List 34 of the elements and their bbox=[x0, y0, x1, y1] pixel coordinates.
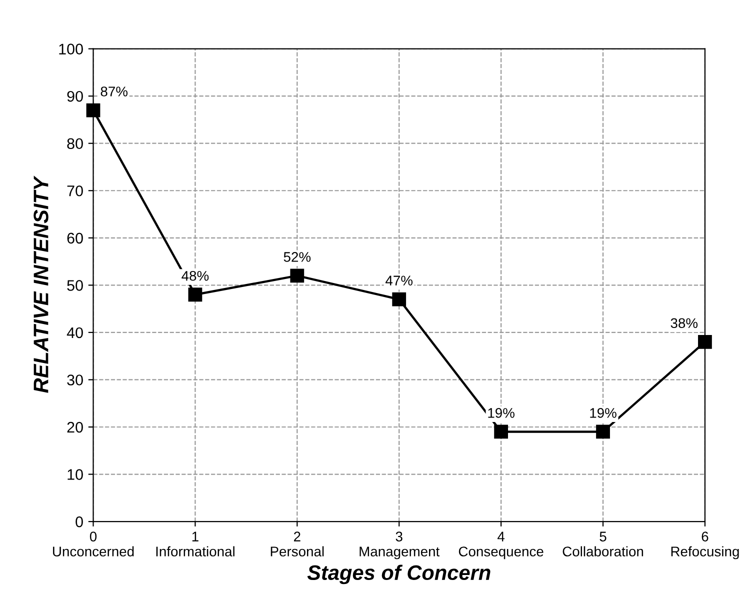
y-axis-title: RELATIVE INTENSITY bbox=[34, 176, 48, 393]
x-tick-label: 1 Informational bbox=[156, 532, 234, 556]
data-label: 87% bbox=[100, 86, 128, 96]
y-tick-label: 0 bbox=[76, 516, 83, 528]
x-tick-label: 4 Consequence bbox=[458, 532, 544, 560]
point bbox=[392, 292, 406, 306]
x-tick-label: 5 Collaboration bbox=[562, 532, 644, 556]
point bbox=[86, 103, 100, 118]
y-tick-label: 90 bbox=[67, 90, 83, 102]
x-axis-title: Stages of Concern bbox=[307, 564, 490, 584]
data-label: 47% bbox=[386, 276, 413, 286]
y-tick-label: 30 bbox=[67, 374, 83, 386]
y-tick-label: 50 bbox=[67, 280, 83, 291]
point bbox=[494, 424, 508, 439]
point bbox=[596, 424, 610, 439]
y-tick-label: 100 bbox=[59, 44, 83, 54]
x-tick-label: 0 Unconcerned bbox=[53, 532, 134, 556]
data-label: 19% bbox=[590, 408, 616, 418]
point bbox=[698, 334, 712, 349]
y-tick-label: 80 bbox=[67, 138, 83, 150]
data-label: 19% bbox=[488, 408, 514, 418]
y-tick-label: 70 bbox=[67, 185, 83, 196]
y-tick-label: 20 bbox=[67, 422, 83, 433]
data-label: 52% bbox=[284, 252, 311, 262]
x-tick-label: 3 Management bbox=[360, 532, 440, 560]
y-tick-label: 60 bbox=[67, 232, 83, 244]
x-tick-label: 6 Refocusing bbox=[671, 532, 739, 560]
y-tick-label: 40 bbox=[66, 327, 83, 338]
point bbox=[290, 268, 304, 283]
y-tick-label: 10 bbox=[68, 469, 83, 480]
x-tick-label: 2 Personal bbox=[270, 532, 324, 556]
data-label: 48% bbox=[182, 270, 209, 281]
point bbox=[188, 288, 202, 302]
data-label: 38% bbox=[670, 318, 698, 328]
